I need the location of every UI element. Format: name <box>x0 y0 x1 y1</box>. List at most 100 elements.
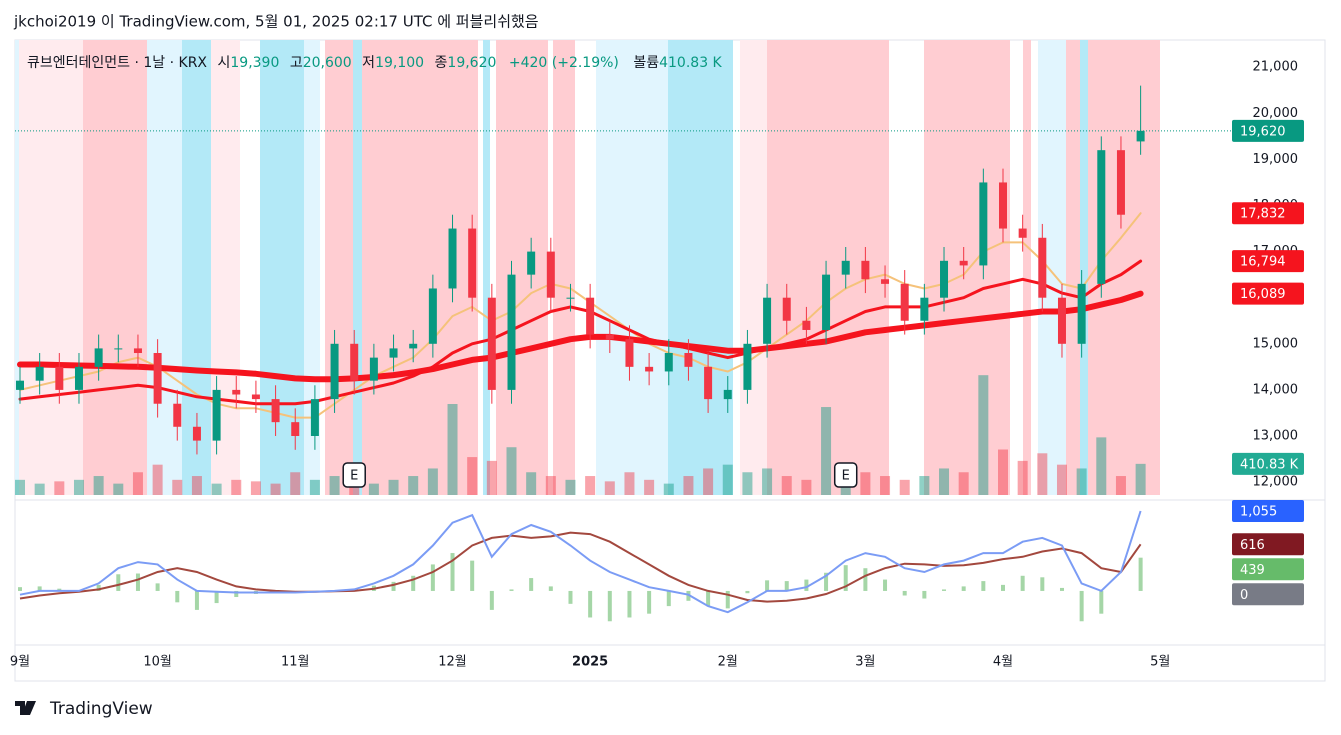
candle-body <box>802 320 811 330</box>
legend-key: 시 <box>217 55 230 71</box>
macd-histogram <box>981 581 986 591</box>
price-tag-label: 616 <box>1240 538 1265 553</box>
price-tag <box>1232 202 1304 225</box>
macd-histogram <box>529 578 534 591</box>
volume-bar <box>290 472 301 495</box>
candle-body <box>153 353 162 404</box>
macd-histogram <box>942 589 947 591</box>
x-tick-label: 11월 <box>281 655 310 670</box>
candle-body <box>350 343 359 381</box>
macd-histogram <box>1001 584 1005 591</box>
candle-body <box>1077 283 1086 344</box>
legend-value: 19,390 <box>230 55 279 71</box>
macd-histogram <box>902 590 907 596</box>
volume-bar <box>506 447 517 495</box>
macd-histogram <box>96 584 101 591</box>
candle-body <box>1038 237 1047 298</box>
volume-bar <box>919 476 930 495</box>
macd-histogram <box>470 560 475 591</box>
candle-body <box>1136 130 1145 142</box>
candle-body <box>586 297 595 335</box>
price-tag <box>1232 250 1304 273</box>
macd-histogram <box>1138 557 1143 591</box>
symbol: 큐브엔터테인먼트 · 1날 · KRX <box>27 55 207 71</box>
volume-bar <box>368 483 379 495</box>
band <box>353 40 362 495</box>
legend-value: 19,100 <box>375 55 424 71</box>
volume-bar <box>998 449 1008 495</box>
candle-body <box>448 228 457 289</box>
candle-body <box>251 394 260 400</box>
price-tag-label: 17,832 <box>1240 207 1286 222</box>
macd-histogram <box>843 565 848 591</box>
candle-body <box>999 182 1007 229</box>
volume-bar <box>801 479 812 495</box>
candle-body <box>979 182 988 266</box>
volume-bar <box>821 407 832 495</box>
macd-histogram <box>922 590 927 599</box>
band <box>19 40 83 495</box>
macd-histogram <box>430 564 435 591</box>
x-tick-label: 4월 <box>993 655 1013 670</box>
band <box>496 40 548 495</box>
candle-body <box>409 343 418 349</box>
price-tag <box>1232 119 1304 142</box>
volume-bar <box>1135 463 1146 495</box>
volume-bar <box>93 476 104 495</box>
volume-bar <box>231 479 242 495</box>
volume-bar <box>54 481 65 495</box>
y-tick-label: 19,000 <box>1253 152 1299 167</box>
candle-body <box>487 297 496 390</box>
price-tag-label: 0 <box>1240 588 1248 603</box>
macd-histogram <box>116 574 121 591</box>
price-tag-label: 16,089 <box>1240 287 1286 302</box>
band <box>740 40 767 495</box>
band <box>325 40 353 495</box>
volume-bar <box>644 479 655 495</box>
candle-body <box>782 297 791 321</box>
price-tag-label: 1,055 <box>1240 504 1277 519</box>
volume-bar <box>132 472 143 495</box>
candle-body <box>369 357 378 381</box>
macd-histogram <box>18 587 22 591</box>
candle-body <box>192 426 201 441</box>
volume-bar <box>329 476 340 495</box>
price-tag-label: 19,620 <box>1240 124 1286 139</box>
macd-histogram <box>804 579 809 591</box>
volume-bar <box>447 404 458 495</box>
macd-histogram <box>883 579 888 591</box>
x-tick-label: 3월 <box>855 655 875 670</box>
candle-body <box>212 389 221 441</box>
price-tag <box>1232 499 1304 522</box>
candle-body <box>232 389 241 395</box>
band <box>668 40 733 495</box>
candle-body <box>35 366 44 381</box>
volume-bar <box>250 481 261 495</box>
volume-bar <box>1076 468 1087 495</box>
macd-histogram <box>450 553 455 591</box>
volume-value: 410.83 K <box>659 55 722 71</box>
volume-bar <box>1056 464 1067 495</box>
macd-histogram <box>37 586 42 591</box>
candle-body <box>881 279 890 284</box>
candle-body <box>723 389 732 400</box>
volume-bar <box>172 479 183 495</box>
macd-histogram <box>745 590 750 594</box>
candle-body <box>527 251 536 275</box>
plot: 9월 10월 11월 12월 2025 2월 3월 4월 5월 12,000 13,000 14,00… <box>10 60 1304 670</box>
volume-bar <box>545 476 556 495</box>
change: +420 (+2.19%) <box>509 55 619 71</box>
volume-bar <box>211 483 222 495</box>
macd-histogram <box>1099 590 1104 614</box>
x-tick-label: 9월 <box>10 655 30 670</box>
candle-body <box>900 283 909 321</box>
x-tick-label: 12월 <box>438 655 467 670</box>
volume-bar <box>860 472 871 495</box>
band <box>1080 40 1088 495</box>
candle-body <box>684 353 693 367</box>
volume-bar <box>1037 453 1048 495</box>
candle-body <box>291 422 300 436</box>
candle-body <box>566 297 575 299</box>
volume-bar <box>683 476 694 495</box>
